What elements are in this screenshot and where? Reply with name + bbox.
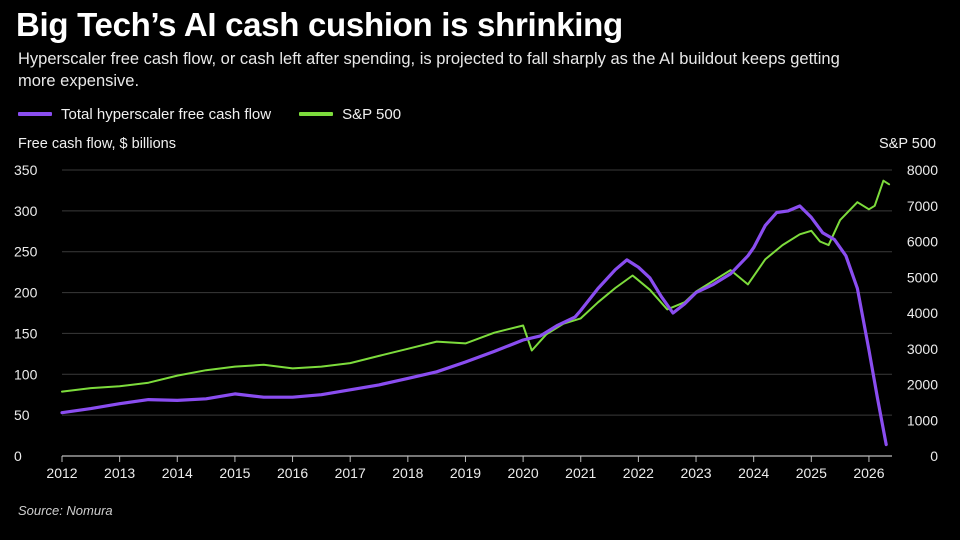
left-tick-label: 50 bbox=[14, 407, 30, 423]
right-tick-label: 4000 bbox=[907, 305, 938, 321]
x-tick-label: 2018 bbox=[392, 465, 423, 481]
x-tick-label: 2016 bbox=[277, 465, 308, 481]
left-tick-label: 300 bbox=[14, 203, 38, 219]
right-tick-label: 3000 bbox=[907, 341, 938, 357]
x-tick-label: 2025 bbox=[796, 465, 827, 481]
x-tick-label: 2023 bbox=[680, 465, 711, 481]
source-note: Source: Nomura bbox=[18, 503, 113, 518]
left-tick-label: 350 bbox=[14, 162, 38, 178]
x-tick-label: 2019 bbox=[450, 465, 481, 481]
right-tick-label: 5000 bbox=[907, 269, 938, 285]
series-line-sp500 bbox=[61, 179, 891, 393]
left-tick-label: 0 bbox=[14, 448, 22, 464]
legend: Total hyperscaler free cash flow S&P 500 bbox=[18, 104, 429, 124]
x-tick-label: 2014 bbox=[162, 465, 193, 481]
x-tick-label: 2017 bbox=[335, 465, 366, 481]
x-tick-label: 2022 bbox=[623, 465, 654, 481]
chart-subtitle: Hyperscaler free cash flow, or cash left… bbox=[18, 50, 840, 90]
left-tick-label: 150 bbox=[14, 325, 38, 341]
legend-item-sp500: S&P 500 bbox=[299, 106, 401, 123]
right-tick-label: 6000 bbox=[907, 234, 938, 250]
right-tick-label: 7000 bbox=[907, 198, 938, 214]
left-tick-label: 200 bbox=[14, 285, 38, 301]
left-axis-title: Free cash flow, $ billions bbox=[18, 136, 176, 152]
right-tick-label: 1000 bbox=[907, 412, 938, 428]
right-tick-label: 2000 bbox=[907, 377, 938, 393]
x-tick-label: 2024 bbox=[738, 465, 769, 481]
legend-label-sp500: S&P 500 bbox=[342, 105, 402, 123]
legend-item-fcf: Total hyperscaler free cash flow bbox=[18, 106, 271, 123]
right-axis-title: S&P 500 bbox=[879, 136, 936, 152]
right-tick-label: 8000 bbox=[907, 162, 938, 178]
x-tick-label: 2026 bbox=[853, 465, 884, 481]
legend-swatch-fcf bbox=[18, 112, 52, 116]
right-tick-label: 0 bbox=[930, 448, 938, 464]
x-tick-label: 2015 bbox=[219, 465, 250, 481]
legend-label-fcf: Total hyperscaler free cash flow bbox=[61, 105, 272, 123]
left-tick-label: 100 bbox=[14, 366, 38, 382]
series-line-fcf bbox=[60, 204, 888, 447]
legend-swatch-sp500 bbox=[299, 112, 334, 116]
x-tick-label: 2013 bbox=[104, 465, 135, 481]
left-tick-label: 250 bbox=[14, 244, 38, 260]
x-tick-label: 2020 bbox=[508, 465, 539, 481]
x-tick-label: 2021 bbox=[565, 465, 596, 481]
chart-title: Big Tech’s AI cash cushion is shrinking bbox=[16, 6, 623, 43]
x-tick-label: 2012 bbox=[46, 465, 77, 481]
